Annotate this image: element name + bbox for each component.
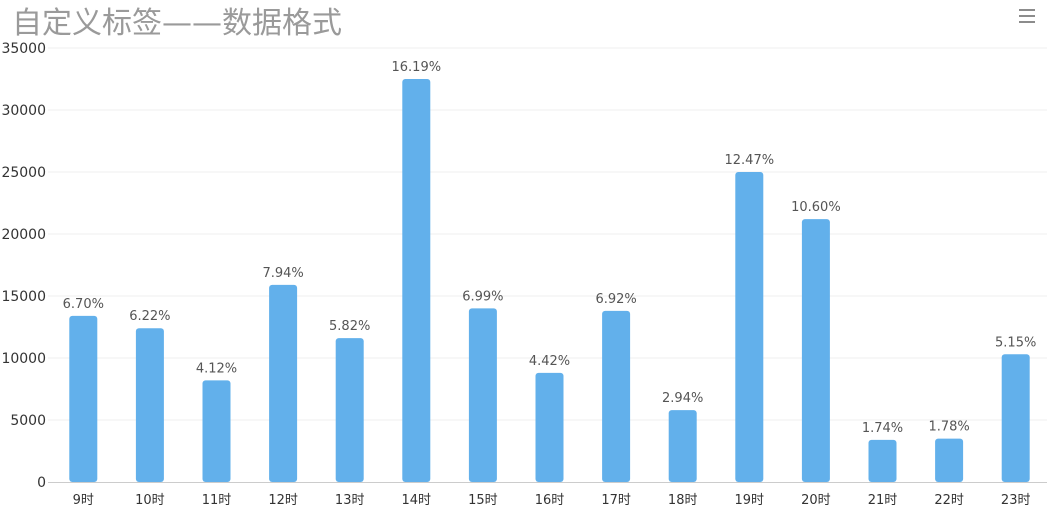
bar-11时 bbox=[202, 380, 231, 482]
y-tick-label: 20000 bbox=[1, 227, 46, 243]
data-label: 6.22% bbox=[129, 309, 170, 324]
bar-12时 bbox=[269, 284, 298, 482]
x-tick-label: 13时 bbox=[335, 493, 365, 508]
y-tick-label: 35000 bbox=[1, 41, 46, 57]
data-labels: 6.70% 6.22% 4.12% 7.94% 5.82% 16.19% 6.99% 4.42… bbox=[63, 60, 1037, 436]
data-label: 10.60% bbox=[791, 200, 841, 215]
data-label: 1.78% bbox=[928, 420, 969, 435]
x-tick-label: 17时 bbox=[601, 493, 631, 508]
x-tick-label: 21时 bbox=[868, 493, 898, 508]
bars bbox=[69, 79, 1030, 482]
bar-20时 bbox=[801, 219, 830, 482]
bar-16时 bbox=[535, 372, 564, 482]
x-tick-label: 23时 bbox=[1001, 493, 1031, 508]
data-label: 7.94% bbox=[262, 266, 303, 281]
x-tick-label: 19时 bbox=[735, 493, 765, 508]
x-tick-label: 11时 bbox=[202, 493, 232, 508]
data-label: 6.70% bbox=[63, 297, 104, 312]
y-tick-label: 5000 bbox=[10, 413, 46, 429]
y-tick-label: 0 bbox=[37, 475, 46, 491]
x-tick-label: 10时 bbox=[135, 493, 165, 508]
y-tick-label: 15000 bbox=[1, 289, 46, 305]
bar-9时 bbox=[69, 315, 98, 482]
y-tick-label: 25000 bbox=[1, 165, 46, 181]
bar-13时 bbox=[335, 338, 364, 482]
x-tick-label: 9时 bbox=[73, 493, 94, 508]
bar-17时 bbox=[602, 310, 631, 482]
bar-21时 bbox=[868, 439, 897, 482]
x-tick-label: 20时 bbox=[801, 493, 831, 508]
bar-14时 bbox=[402, 79, 431, 482]
y-axis-ticks: 0 5000 10000 15000 20000 25000 30000 35000 bbox=[1, 41, 46, 491]
hamburger-menu-icon[interactable] bbox=[1014, 6, 1040, 28]
bar-10时 bbox=[135, 328, 164, 482]
data-label: 5.15% bbox=[995, 335, 1036, 350]
y-tick-label: 30000 bbox=[1, 103, 46, 119]
x-axis-ticks: 9时 10时 11时 12时 13时 14时 15时 16时 17时 18时 19时 20时 21时 22… bbox=[73, 493, 1031, 508]
data-label: 5.82% bbox=[329, 319, 370, 334]
bar-23时 bbox=[1001, 354, 1030, 482]
data-label: 16.19% bbox=[392, 60, 442, 75]
x-tick-label: 14时 bbox=[402, 493, 432, 508]
x-tick-label: 22时 bbox=[934, 493, 964, 508]
chart-title: 自定义标签——数据格式 bbox=[12, 6, 342, 41]
bar-19时 bbox=[735, 172, 764, 482]
bar-22时 bbox=[935, 438, 964, 482]
data-label: 4.12% bbox=[196, 361, 237, 376]
x-tick-label: 16时 bbox=[535, 493, 565, 508]
data-label: 4.42% bbox=[529, 354, 570, 369]
data-label: 1.74% bbox=[862, 421, 903, 436]
data-label: 6.92% bbox=[595, 292, 636, 307]
data-label: 12.47% bbox=[725, 153, 775, 168]
bar-15时 bbox=[468, 308, 497, 482]
y-tick-label: 10000 bbox=[1, 351, 46, 367]
data-label: 2.94% bbox=[662, 391, 703, 406]
x-tick-label: 12时 bbox=[268, 493, 298, 508]
x-tick-label: 15时 bbox=[468, 493, 498, 508]
data-label: 6.99% bbox=[462, 289, 503, 304]
x-tick-label: 18时 bbox=[668, 493, 698, 508]
bar-18时 bbox=[668, 410, 697, 482]
